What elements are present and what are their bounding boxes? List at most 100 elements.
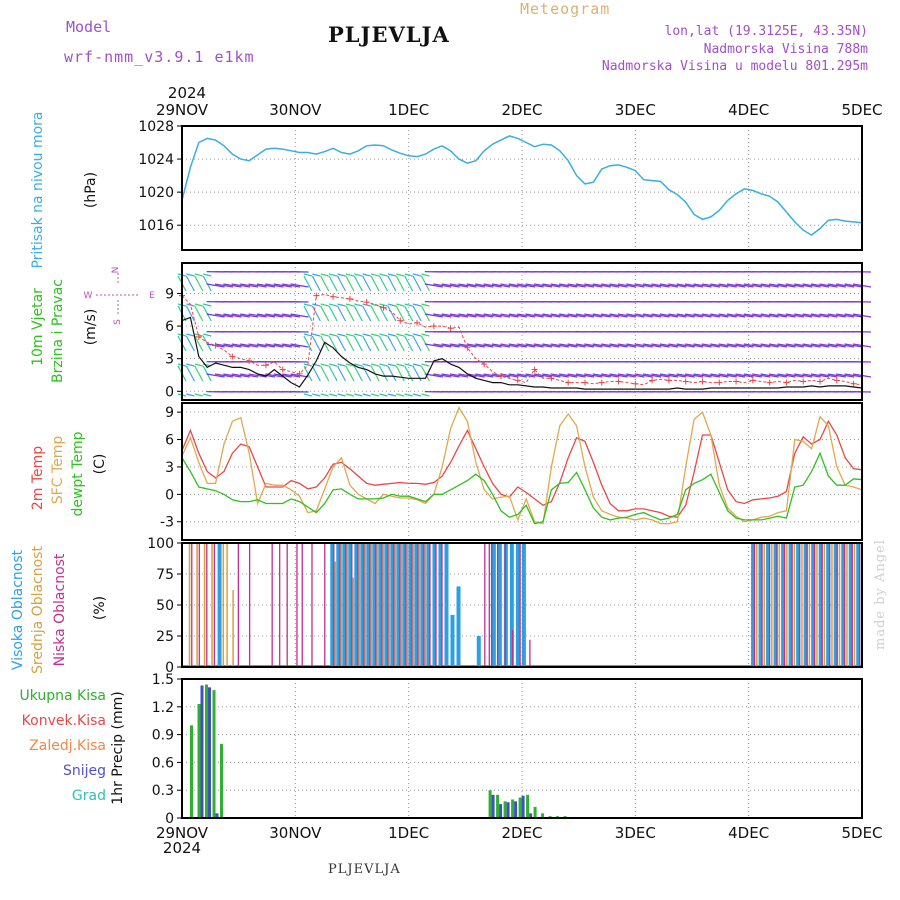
wind-barb [785, 313, 804, 318]
mid-cloud-bar [226, 543, 228, 667]
wind-barb [508, 373, 527, 378]
top-date-label: 30NOV [269, 101, 322, 119]
bottom-date-label: 2DEC [501, 824, 542, 842]
wind-barb [508, 313, 527, 318]
wind-barb [542, 313, 561, 318]
low-cloud-bar [345, 543, 347, 667]
snow-bar [529, 813, 533, 818]
wind-barb [517, 373, 536, 378]
wind-barb [328, 365, 338, 382]
wind-barb [701, 343, 720, 348]
y-tick-label: 1.5 [152, 672, 174, 688]
wind-barb [194, 305, 204, 322]
wind-barb [354, 303, 363, 307]
wind-barb [320, 303, 329, 307]
wind-barb [404, 273, 413, 277]
wind-speed-line [181, 316, 863, 390]
gust-mark [447, 325, 454, 332]
rain-bar [205, 684, 209, 818]
wind-barb [362, 335, 372, 352]
wind-barb [312, 333, 321, 337]
wind-barb [592, 313, 611, 318]
wind-barb [328, 303, 338, 307]
wind-barb [676, 373, 695, 378]
wind-barb [362, 393, 371, 397]
wind-barb [362, 275, 372, 292]
wind-barb [396, 273, 405, 277]
wind-barb [206, 313, 225, 318]
bottom-date-label: 1DEC [388, 824, 429, 842]
wind-barb [466, 283, 485, 288]
wind-barb [395, 305, 405, 322]
low-cloud-bar [198, 543, 200, 667]
compass-n: N [111, 267, 121, 274]
wind-barb [743, 373, 762, 378]
snow-bar [215, 813, 219, 818]
high-cloud-bar [509, 543, 514, 667]
wind-barb [609, 343, 628, 348]
high-cloud-bar [521, 543, 526, 667]
wind-barb [710, 343, 729, 348]
wind-barb [567, 343, 586, 348]
wind-barb [668, 283, 687, 288]
wind-barb [424, 283, 443, 288]
model-elevation-label: Nadmorska Visina u modelu 801.295m [601, 59, 868, 74]
wind-barb [617, 313, 637, 318]
wind-barb [802, 373, 821, 378]
cloud-ylabel-high: Visoka Oblacnost [10, 549, 26, 670]
wind-barb [320, 275, 330, 292]
wind-barb [337, 273, 346, 277]
wind-barb [240, 343, 259, 348]
high-cloud-bar [348, 543, 353, 667]
wind-barb [567, 283, 586, 288]
wind-barb [336, 305, 347, 322]
cloud-ylabel-low: Niska Oblacnost [52, 553, 68, 666]
wind-barb [634, 373, 653, 378]
high-cloud-bar [354, 543, 359, 667]
wind-unit: (m/s) [83, 309, 99, 346]
top-date-label: 29NOV [156, 101, 209, 119]
low-cloud-bar [488, 543, 490, 667]
wind-barb [328, 333, 338, 337]
high-cloud-bar [414, 543, 419, 667]
wind-barb [203, 303, 212, 307]
low-cloud-bar [441, 543, 443, 667]
high-cloud-bar [818, 543, 823, 667]
wind-barb [370, 275, 380, 292]
wind-barb [659, 343, 679, 348]
wind-barb [354, 333, 363, 337]
sfc-temp-line [181, 406, 863, 525]
wind-barb [794, 343, 813, 348]
cloud-panel: 0 25 50 75 100 [147, 536, 863, 676]
precip-legend: Ukupna Kisa Konvek.Kisa Zaledj.Kisa Snijeg G… [19, 688, 106, 804]
wind-barb [378, 305, 389, 322]
wind-barb [186, 363, 195, 367]
wind-barb [320, 273, 329, 277]
wind-barb [186, 333, 195, 337]
high-cloud-bar [390, 543, 395, 667]
wind-barb [412, 275, 422, 292]
wind-barb [634, 343, 653, 348]
wind-barb [659, 313, 679, 318]
low-cloud-bar [248, 543, 251, 667]
mid-cloud-bar [424, 543, 427, 667]
wind-barb [500, 283, 519, 288]
y-tick-label: 0.3 [152, 783, 174, 799]
wind-barb [550, 343, 569, 348]
wind-barb [743, 343, 762, 348]
temp-ylabel-3: dewpt Temp [70, 431, 86, 516]
wind-barb [203, 273, 212, 277]
bottom-date-label: 29NOV [156, 824, 209, 842]
wind-barb [353, 365, 363, 382]
gust-mark [195, 333, 202, 340]
wind-barb [265, 343, 284, 348]
wind-barb [312, 393, 321, 397]
wind-barb [311, 335, 321, 352]
wind-barb [844, 343, 863, 348]
mid-cloud-bar [394, 543, 397, 667]
temp-ylabel-1: 2m Temp [30, 446, 46, 510]
gust-mark [363, 299, 370, 306]
high-cloud-bar [833, 543, 838, 667]
rain-bar [518, 797, 522, 818]
wind-barb [441, 373, 460, 378]
